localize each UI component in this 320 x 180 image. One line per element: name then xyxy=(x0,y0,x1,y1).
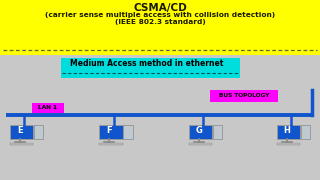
Text: CSMA/CD: CSMA/CD xyxy=(133,3,187,13)
FancyBboxPatch shape xyxy=(99,143,123,145)
FancyBboxPatch shape xyxy=(0,0,320,55)
FancyBboxPatch shape xyxy=(301,125,310,139)
FancyBboxPatch shape xyxy=(189,143,212,145)
Text: (carrier sense multiple access with collision detection): (carrier sense multiple access with coll… xyxy=(45,12,275,18)
FancyBboxPatch shape xyxy=(123,125,133,139)
Text: F: F xyxy=(107,126,112,135)
FancyBboxPatch shape xyxy=(210,90,278,102)
FancyBboxPatch shape xyxy=(213,125,222,139)
FancyBboxPatch shape xyxy=(99,125,123,139)
FancyBboxPatch shape xyxy=(34,125,43,139)
Text: H: H xyxy=(284,126,290,135)
FancyBboxPatch shape xyxy=(61,58,240,78)
FancyBboxPatch shape xyxy=(32,103,64,112)
Text: Medium Access method in ethernet: Medium Access method in ethernet xyxy=(70,59,223,68)
Text: (IEEE 802.3 standard): (IEEE 802.3 standard) xyxy=(115,19,205,25)
FancyBboxPatch shape xyxy=(10,143,33,145)
FancyBboxPatch shape xyxy=(10,125,33,139)
Text: E: E xyxy=(17,126,22,135)
FancyBboxPatch shape xyxy=(277,143,300,145)
FancyBboxPatch shape xyxy=(189,125,212,139)
Text: BUS TOPOLOGY: BUS TOPOLOGY xyxy=(219,93,269,98)
Text: LAN 1: LAN 1 xyxy=(38,105,58,110)
FancyBboxPatch shape xyxy=(277,125,300,139)
Text: G: G xyxy=(196,126,202,135)
